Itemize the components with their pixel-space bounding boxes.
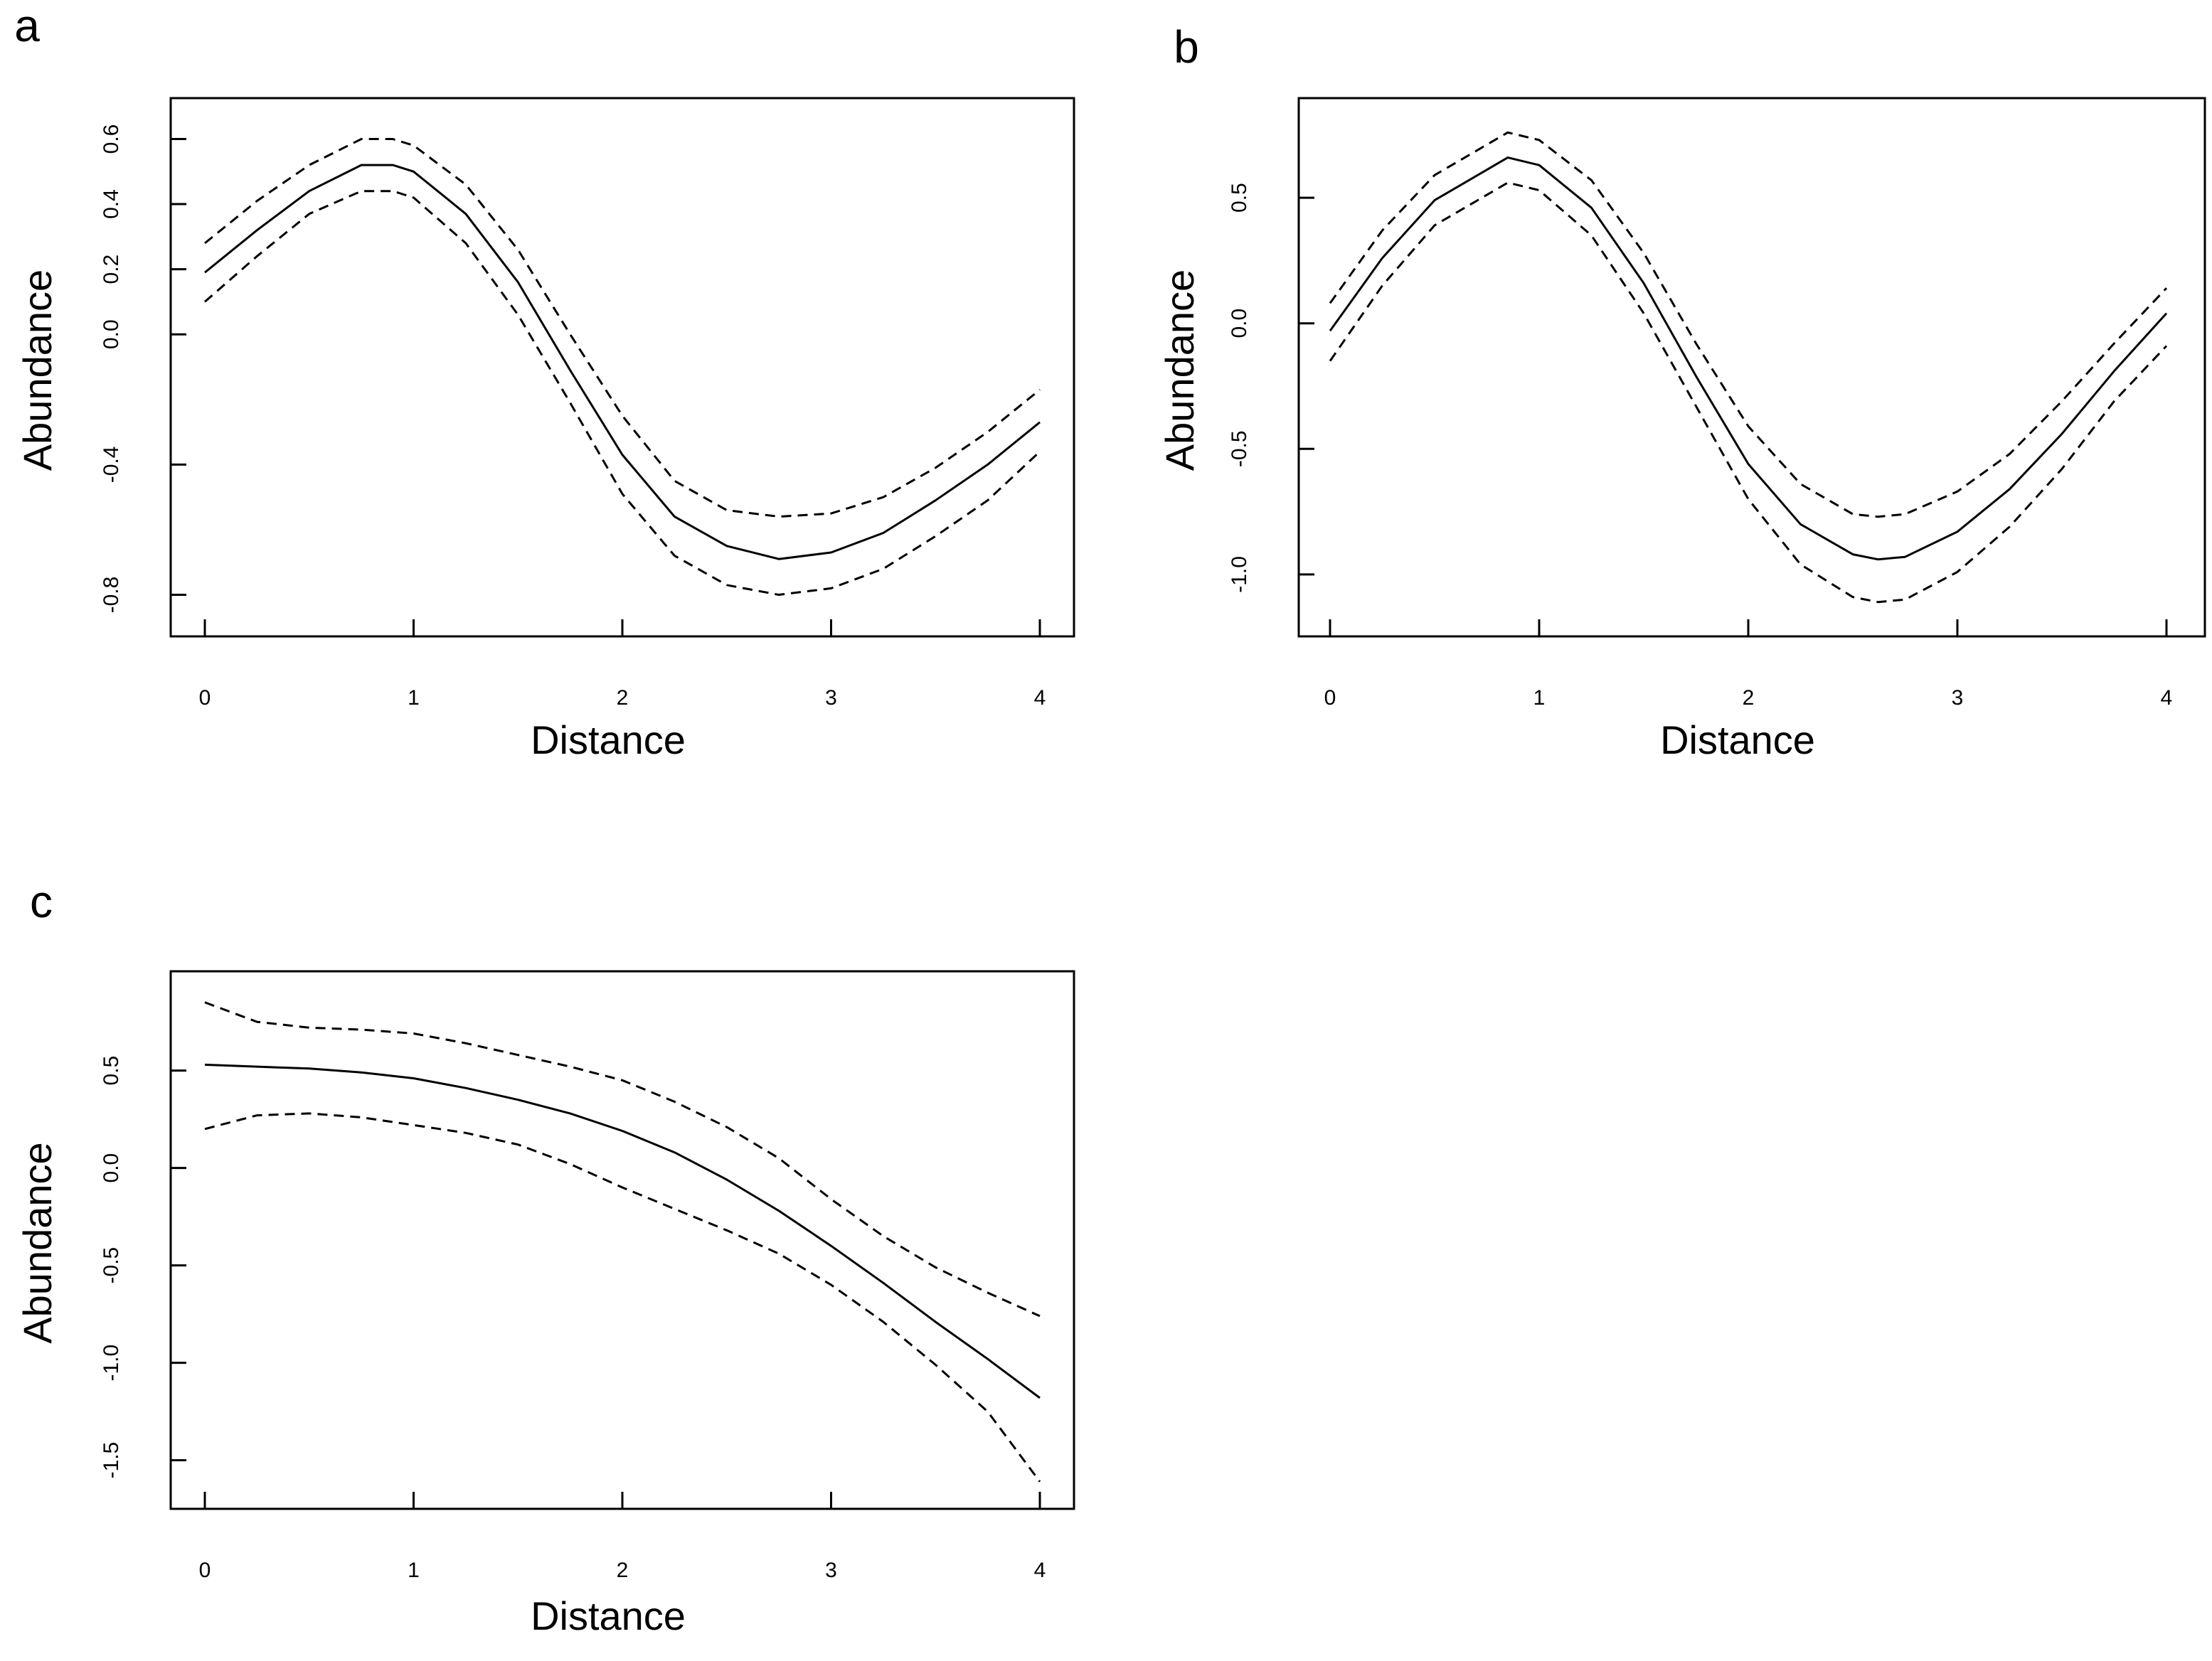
- x-tick-label: 0: [199, 1559, 211, 1582]
- y-tick-label: 0.2: [100, 255, 123, 284]
- x-tick-label: 1: [408, 1559, 420, 1582]
- x-tick-label: 0: [199, 686, 211, 710]
- x-tick-label: 4: [2161, 686, 2173, 710]
- series-fit: [1329, 156, 2168, 561]
- x-axis-title: Distance: [531, 717, 686, 762]
- series-upper: [1329, 131, 2168, 518]
- y-tick-label: -1.0: [1228, 556, 1251, 593]
- series-lower: [1329, 181, 2168, 604]
- panel-a: 0 1 2 3 4 -0.8 -0.4 0.0 0.2 0.4 0.6 Distance Abundan…: [14, 0, 1075, 762]
- y-tick-label: -1.5: [100, 1442, 123, 1479]
- panel-c: 0 1 2 3 4 -1.5 -1.0 -0.5 0.0 0.5 Distance Abundance…: [15, 876, 1075, 1638]
- y-tick-label: 0.6: [100, 124, 123, 154]
- y-tick-label: -0.5: [100, 1247, 123, 1284]
- y-axis-title: Abundance: [15, 1142, 60, 1343]
- panel-label: c: [30, 876, 53, 927]
- y-axis-title: Abundance: [15, 269, 60, 471]
- panel-label: b: [1174, 21, 1199, 73]
- x-tick-label: 4: [1034, 1559, 1046, 1582]
- y-tick-label: 0.0: [100, 319, 123, 349]
- x-tick-label: 3: [825, 1559, 837, 1582]
- series-lower: [204, 190, 1041, 596]
- x-axis-title: Distance: [531, 1593, 686, 1638]
- y-tick-label: -1.0: [100, 1345, 123, 1382]
- x-tick-label: 4: [1034, 686, 1046, 710]
- y-tick-label: 0.5: [1228, 183, 1251, 213]
- series-lower: [204, 1112, 1041, 1483]
- y-tick-label: 0.0: [1228, 309, 1251, 338]
- y-tick-label: -0.4: [100, 447, 123, 484]
- y-tick-label: 0.4: [100, 189, 123, 219]
- x-tick-label: 0: [1324, 686, 1336, 710]
- series-upper: [204, 1001, 1041, 1318]
- x-tick-label: 3: [1952, 686, 1964, 710]
- x-axis-title: Distance: [1660, 717, 1815, 762]
- y-tick-label: 0.0: [100, 1153, 123, 1183]
- y-tick-label: 0.5: [100, 1056, 123, 1086]
- series-fit: [204, 164, 1041, 560]
- x-tick-label: 1: [408, 686, 420, 710]
- panel-label: a: [14, 0, 40, 51]
- x-tick-label: 3: [825, 686, 837, 710]
- y-tick-label: -0.8: [100, 577, 123, 614]
- y-tick-label: -0.5: [1228, 430, 1251, 467]
- x-tick-label: 1: [1533, 686, 1546, 710]
- x-tick-label: 2: [617, 686, 629, 710]
- x-tick-label: 2: [617, 1559, 629, 1582]
- panel-b: 0 1 2 3 4 -1.0 -0.5 0.0 0.5 Distance Abundance b: [1157, 21, 2206, 762]
- x-tick-label: 2: [1743, 686, 1755, 710]
- y-axis-title: Abundance: [1157, 269, 1202, 471]
- series-fit: [204, 1063, 1041, 1399]
